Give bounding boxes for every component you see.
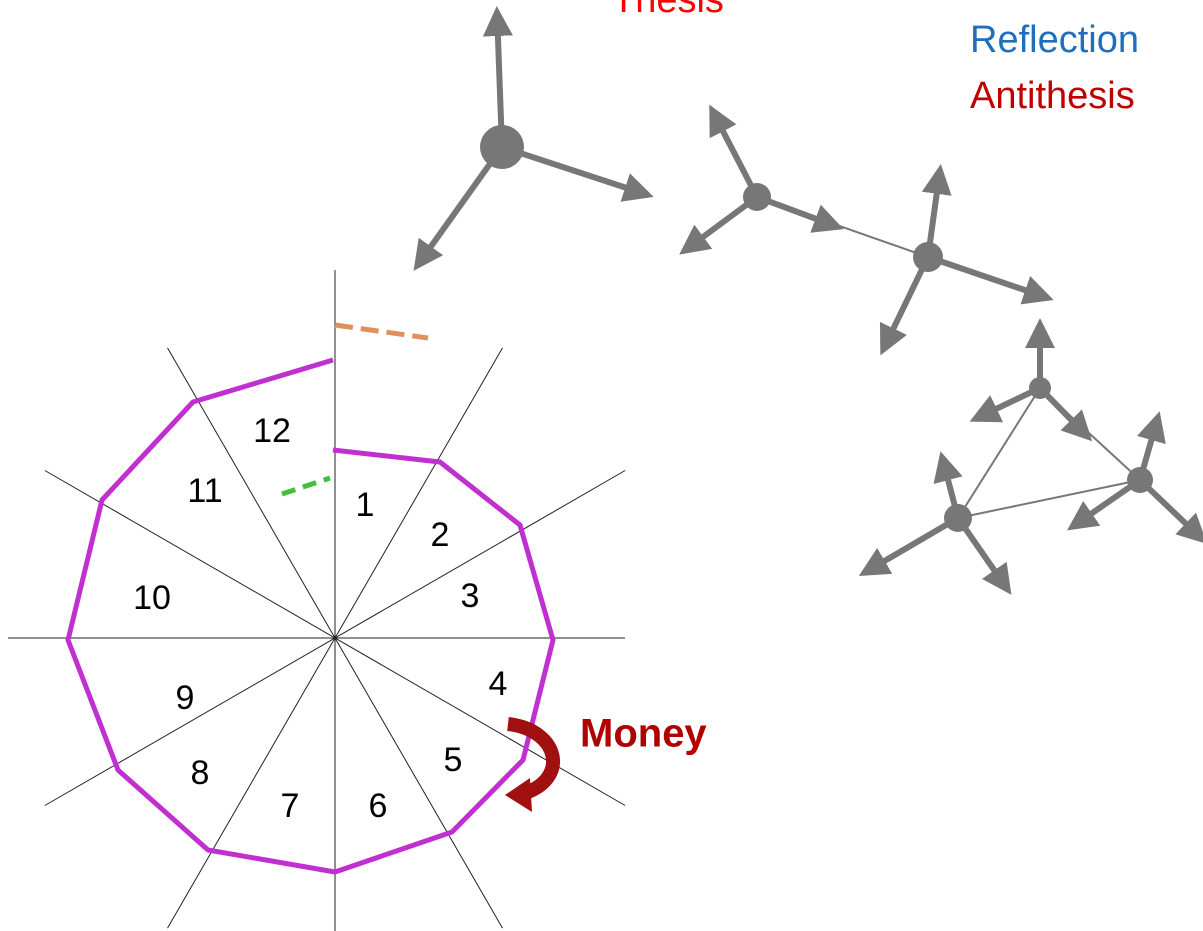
node-arrow	[482, 6, 513, 148]
nodes	[413, 6, 1203, 595]
segment-number: 6	[369, 787, 388, 825]
segment-number: 7	[281, 787, 300, 825]
segment-number: 1	[356, 486, 375, 524]
node	[743, 183, 771, 211]
money-label: Money	[580, 712, 707, 756]
segment-number: 2	[431, 516, 450, 554]
node-arrow	[1137, 477, 1203, 545]
node-arrow	[1037, 385, 1093, 442]
node-arrow	[879, 255, 931, 356]
green-dash	[281, 475, 331, 497]
money-arrow	[506, 717, 560, 801]
node-arrow	[955, 516, 1012, 595]
node-network	[756, 196, 1141, 519]
segment-number: 12	[253, 412, 291, 450]
node	[480, 125, 524, 169]
segment-number: 11	[187, 472, 222, 510]
wheel-lines	[8, 270, 626, 931]
cycle-outline	[65, 357, 556, 875]
orange-dash	[334, 322, 429, 341]
node-arrow	[969, 385, 1042, 423]
segment-number: 4	[489, 665, 508, 703]
node	[1029, 377, 1051, 399]
segment-number: 5	[444, 741, 463, 779]
node-arrow	[709, 104, 760, 199]
link	[957, 479, 1141, 519]
segment-number: 10	[133, 579, 171, 617]
reflection-label: Reflection	[970, 19, 1139, 61]
node-arrow	[501, 144, 654, 202]
node-arrow	[1067, 477, 1142, 531]
node-arrow	[679, 194, 759, 255]
segment-number: 3	[461, 577, 480, 615]
segment-number: 8	[191, 754, 210, 792]
node	[1127, 467, 1153, 493]
node-arrow	[413, 145, 505, 271]
node	[944, 504, 972, 532]
antithesis-label: Antithesis	[970, 75, 1135, 117]
link	[957, 387, 1041, 519]
node	[913, 242, 943, 272]
node-arrow	[858, 515, 960, 577]
node-arrow	[755, 194, 844, 233]
money-arrow-head	[505, 778, 532, 812]
thesis-label: Thesis	[612, 0, 724, 21]
segment-number: 9	[176, 679, 195, 717]
node-arrow	[927, 254, 1054, 305]
